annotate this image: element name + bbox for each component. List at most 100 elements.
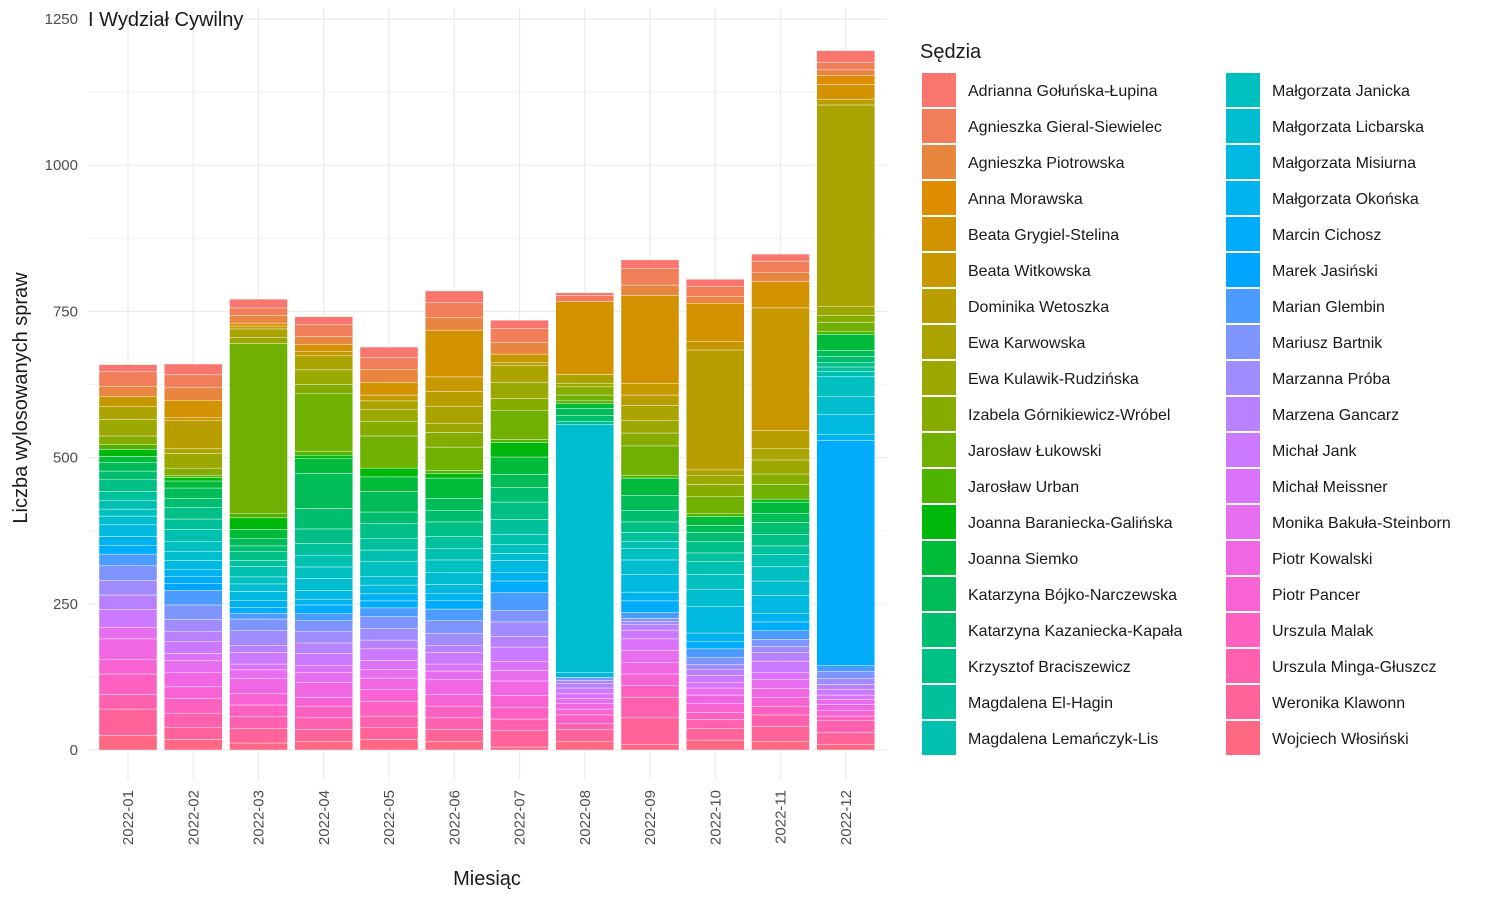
bar-segment [686,669,745,676]
x-axis-ticks: 2022-01 2022-02 2022-03 2022-04 2022-05 2022-… [120,790,855,845]
bar-segment [359,648,419,661]
bar-segment [229,529,288,539]
bar-segment [490,365,549,383]
legend-key [922,433,956,467]
bar-segment [98,735,158,751]
bar-segment [555,383,614,388]
bar-segment [359,381,419,396]
bar-segment [229,618,288,631]
bar-segment [555,408,614,416]
bar-segment [294,393,353,452]
bar-segment [816,704,875,711]
legend-label: Ewa Karwowska [968,335,1085,352]
bar-segment [425,510,484,523]
bar-segment [555,403,614,409]
bar-segment [816,720,875,733]
bar-segment [620,541,680,549]
bar-segment [686,674,745,683]
bar-segment [359,701,419,717]
bar-segment [294,697,353,707]
x-tick-label: 2022-02 [185,790,202,845]
bar-segment [359,511,419,524]
bar-segment [294,384,353,394]
bar-segment [98,694,158,710]
x-tick-label: 2022-03 [251,790,268,845]
bar-segment [359,628,419,641]
bar-segment [751,484,810,500]
bar-segment [359,491,419,513]
bar-segment [686,588,745,607]
bar-segment [98,673,158,695]
bar-segment [229,693,288,706]
bar-segment [294,351,353,357]
bar-segment [359,421,419,437]
bar-segment [555,687,614,695]
bar-segment [751,688,810,698]
bar-segment [816,331,875,335]
bar-segment [816,665,875,672]
legend-key [922,361,956,395]
legend-key [922,397,956,431]
bar-segment [164,480,223,489]
bar-segment [751,580,810,596]
bar-segment [555,729,614,742]
legend-key [1226,73,1260,107]
bar-segment [816,371,875,377]
bar-segment [98,462,158,472]
bar-segment [490,439,549,443]
bar-segment [229,612,288,620]
bar-segment [620,591,680,602]
bar-segment [425,473,484,479]
legend-key [1226,145,1260,179]
y-tick-label: 1250 [45,11,78,28]
legend-label: Wojciech Włosiński [1272,731,1409,748]
bar-segment [425,405,484,424]
bar-segment [620,432,680,447]
bar-segment [686,513,745,517]
bar-segment [816,743,875,751]
legend-label: Beata Witkowska [968,263,1091,280]
bar-segment [555,703,614,710]
bar-segment [490,553,549,561]
bar-segment [490,534,549,545]
legend-label: Anna Morawska [968,191,1083,208]
bar-segment [425,423,484,433]
x-axis-title: Miesiąc [453,868,521,890]
bar-segment [751,646,810,653]
bar-segment [555,386,614,396]
legend-key [922,577,956,611]
bar-segment [229,607,288,614]
bar-segment [686,719,745,729]
bar-segment [555,680,614,684]
bar-segment [686,552,745,562]
bar-segment [164,551,223,561]
y-axis-title: Liczba wylosowanych spraw [10,272,32,524]
bar-segment [751,253,810,262]
bar-segment [294,555,353,568]
bar-segment [686,606,745,634]
bar-segment [620,284,680,296]
legend-key [1226,253,1260,287]
bar-segment [164,739,223,751]
bar-segment [751,522,810,535]
bar-segment [425,317,484,331]
bar-segment [98,638,158,660]
bar-segment [490,544,549,554]
bar-segment [425,536,484,549]
legend-label: Agnieszka Gieral-Siewielec [968,119,1162,136]
x-tick-label: 2022-09 [642,790,659,845]
legend-key [1226,433,1260,467]
bar-segment [490,381,549,399]
bar-segment [490,621,549,637]
bar-segment [620,618,680,622]
legend-label: Katarzyna Bójko-Narczewska [968,587,1177,604]
bar-segment [490,695,549,708]
bar-segment [294,543,353,556]
bar-segment [490,362,549,366]
bar-segment [686,296,745,304]
bar-segment [229,307,288,316]
legend-key [922,541,956,575]
bar-segment [294,458,353,474]
bar-segment [490,592,549,611]
bar-segment [751,430,810,449]
